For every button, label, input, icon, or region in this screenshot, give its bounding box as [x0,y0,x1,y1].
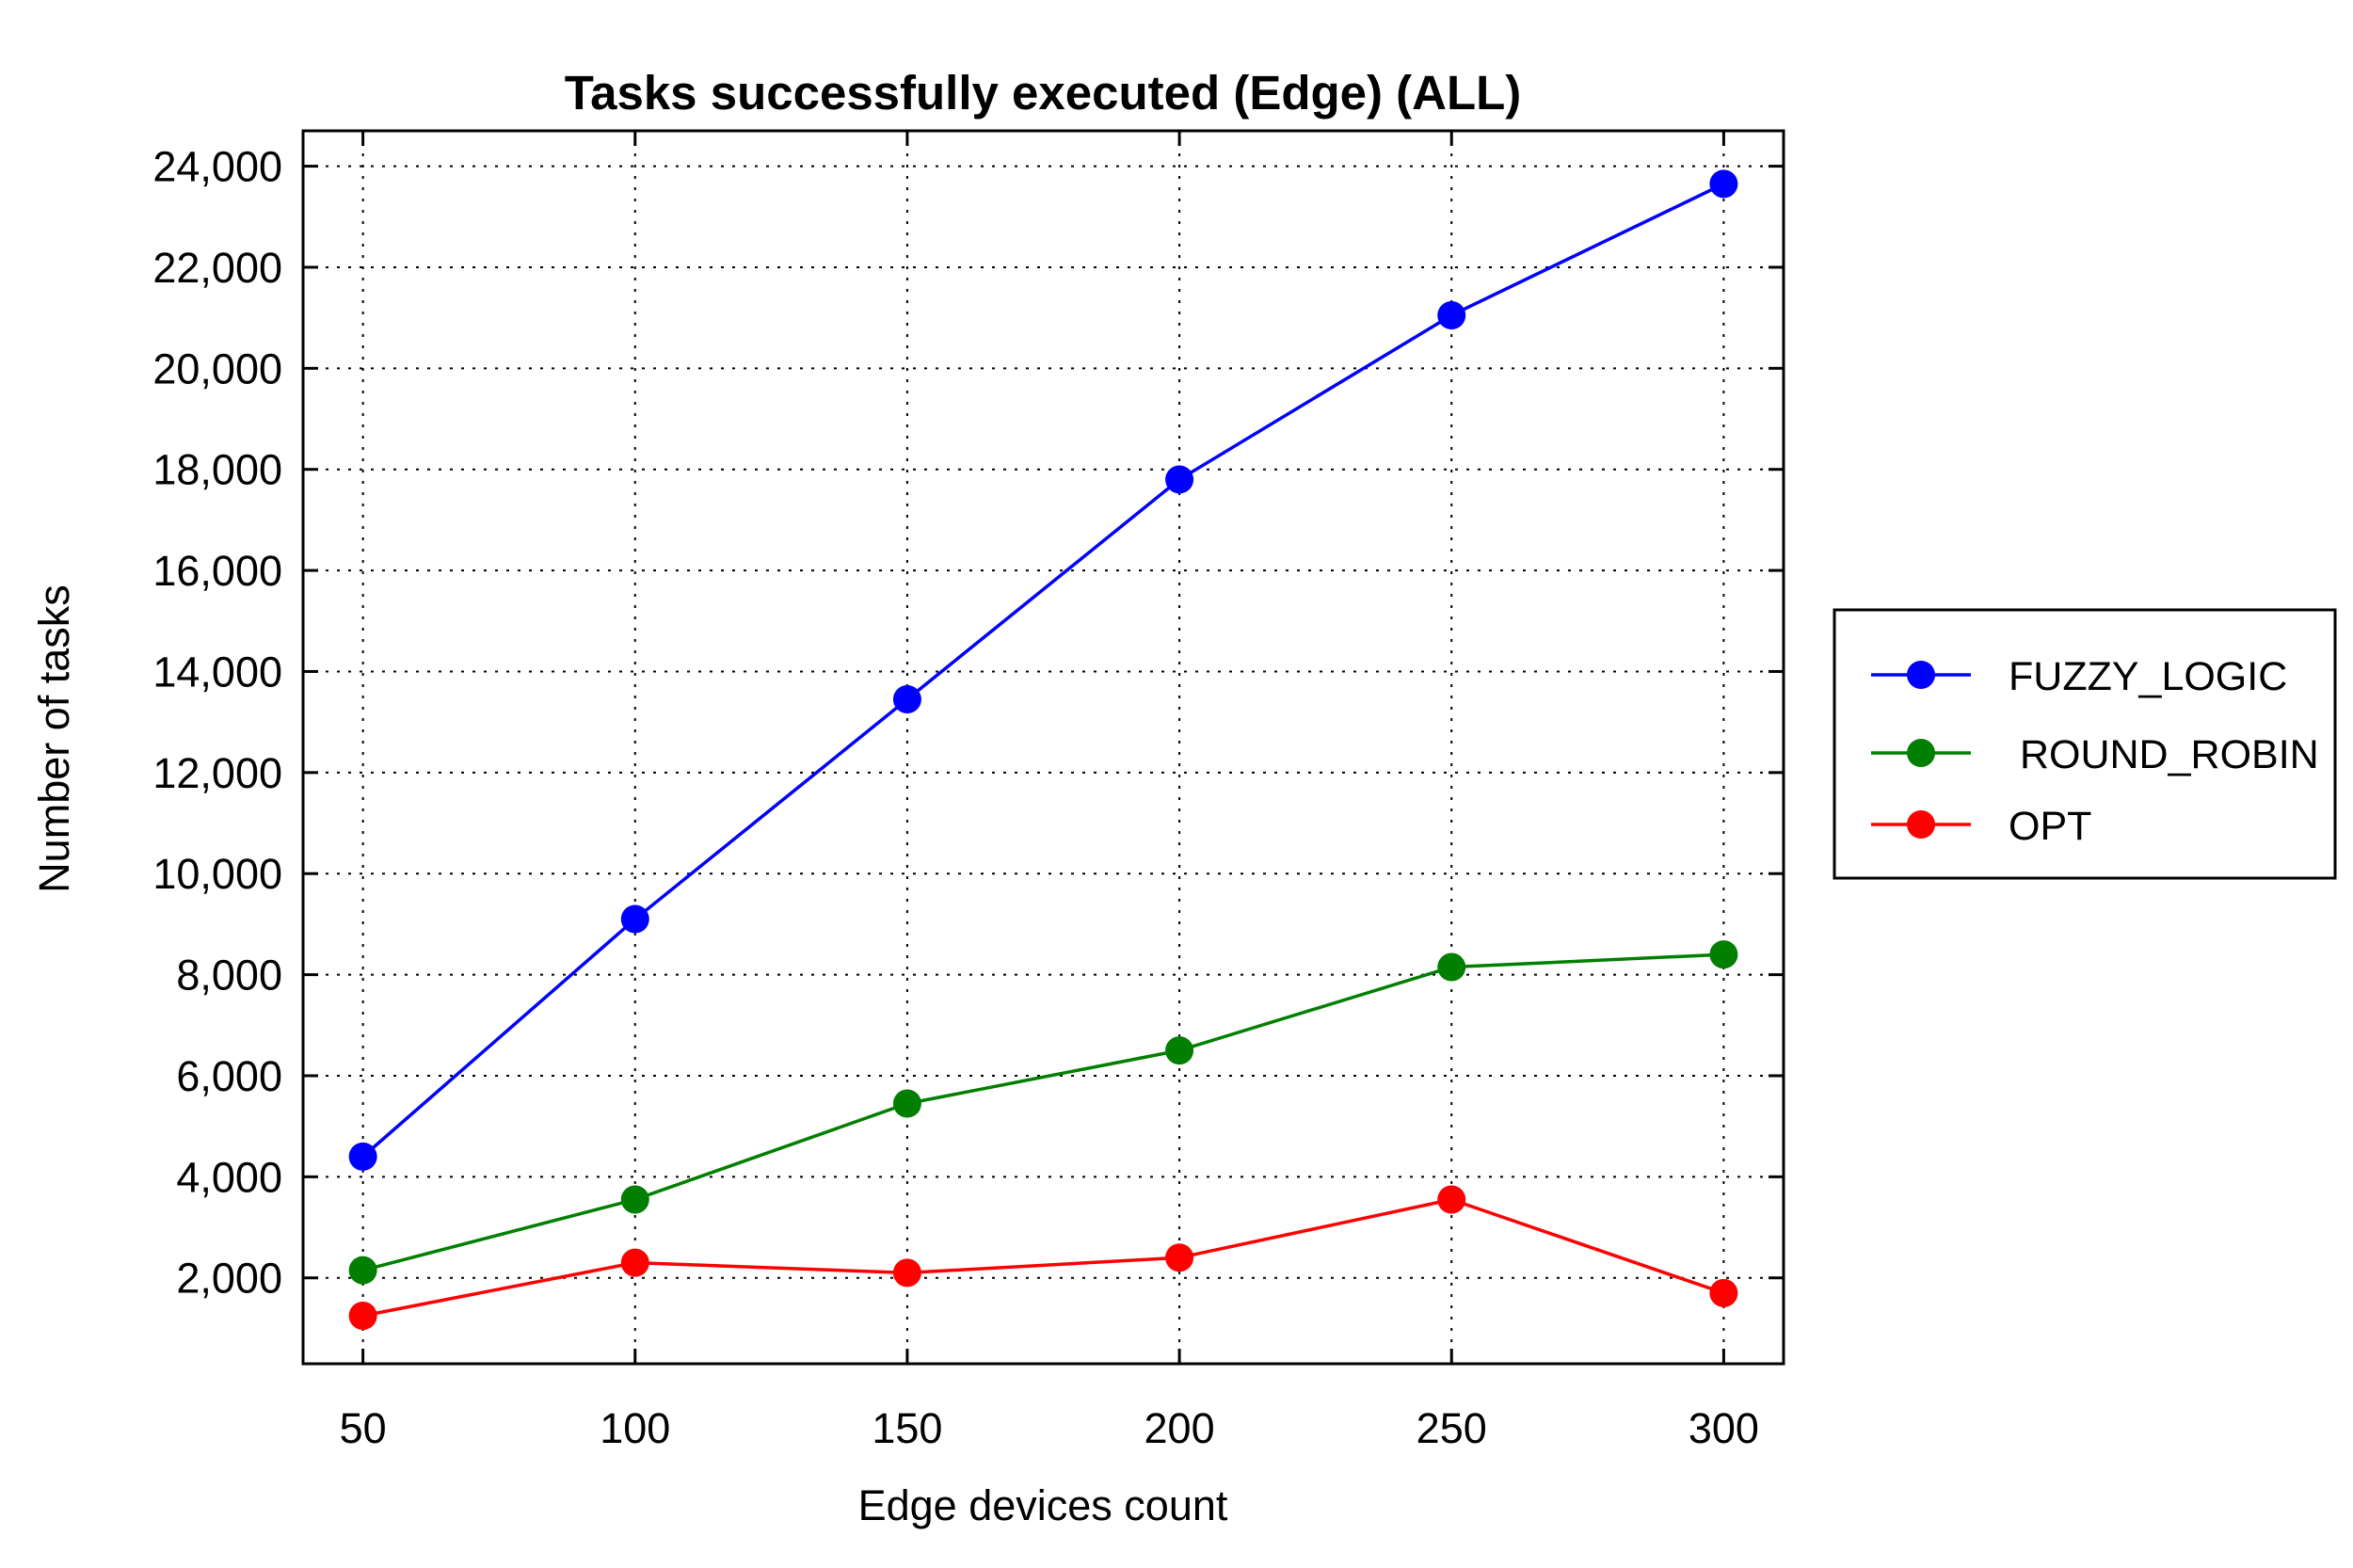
data-point-round-robin [1165,1036,1194,1065]
x-tick-label: 100 [600,1404,670,1452]
data-point-opt [620,1248,649,1277]
grid [303,131,1784,1364]
data-point-opt [892,1258,921,1288]
y-tick-label: 18,000 [152,446,282,494]
data-point-opt [1165,1243,1194,1272]
data-point-fuzzy-logic [1437,300,1466,329]
data-point-round-robin [348,1256,377,1285]
x-tick-label: 300 [1689,1404,1759,1452]
legend-item-round-robin: ROUND_ROBIN [1871,732,2319,777]
data-point-opt [348,1301,377,1330]
legend-label: OPT [2009,804,2091,849]
data-point-round-robin [1437,952,1466,982]
y-tick-label: 14,000 [152,648,282,696]
plot-frame [301,129,1785,1366]
data-point-fuzzy-logic [348,1142,377,1171]
data-point-fuzzy-logic [620,904,649,934]
x-tick-label: 50 [340,1404,387,1452]
data-point-opt [1709,1278,1738,1307]
series-line-opt [362,1197,1724,1318]
legend-label: ROUND_ROBIN [2009,732,2319,777]
legend-item-opt: OPT [1871,804,2091,849]
series-line-fuzzy-logic [361,182,1725,1159]
axis-ticks: 2,000 4,000 6,000 8,000 10,000 12,000 14,000 16… [152,131,1784,1452]
legend-item-fuzzy-logic: FUZZY_LOGIC [1871,654,2287,699]
y-tick-label: 10,000 [152,850,282,898]
x-tick-label: 200 [1144,1404,1215,1452]
legend-marker [1907,739,1935,767]
x-tick-label: 150 [872,1404,942,1452]
legend-marker [1907,661,1935,689]
data-point-round-robin [1709,940,1738,969]
data-point-round-robin [620,1185,649,1214]
data-point-opt [1437,1185,1466,1214]
data-point-round-robin [892,1089,921,1118]
legend-marker [1907,810,1935,839]
series-round-robin [348,940,1738,1285]
y-axis-label: Number of tasks [30,584,78,893]
y-tick-label: 16,000 [152,547,282,595]
x-axis-label: Edge devices count [858,1481,1228,1529]
y-tick-label: 12,000 [152,749,282,797]
data-point-fuzzy-logic [892,684,921,713]
series-fuzzy-logic [348,169,1738,1171]
y-tick-label: 8,000 [176,952,282,1000]
y-tick-label: 4,000 [176,1153,282,1201]
y-tick-label: 22,000 [152,244,282,292]
chart-title: Tasks successfully executed (Edge) (ALL) [565,66,1522,120]
data-point-fuzzy-logic [1709,169,1738,199]
legend: FUZZY_LOGIC ROUND_ROBIN OPT [1833,608,2337,880]
legend-label: FUZZY_LOGIC [2009,654,2287,699]
series-line-round-robin [362,952,1724,1272]
y-tick-label: 2,000 [176,1255,282,1303]
y-tick-label: 20,000 [152,344,282,392]
series-opt [348,1185,1738,1330]
data-point-fuzzy-logic [1165,465,1194,494]
x-tick-label: 250 [1417,1404,1487,1452]
y-tick-label: 6,000 [176,1052,282,1100]
series-layer [348,169,1738,1330]
y-tick-label: 24,000 [152,143,282,191]
